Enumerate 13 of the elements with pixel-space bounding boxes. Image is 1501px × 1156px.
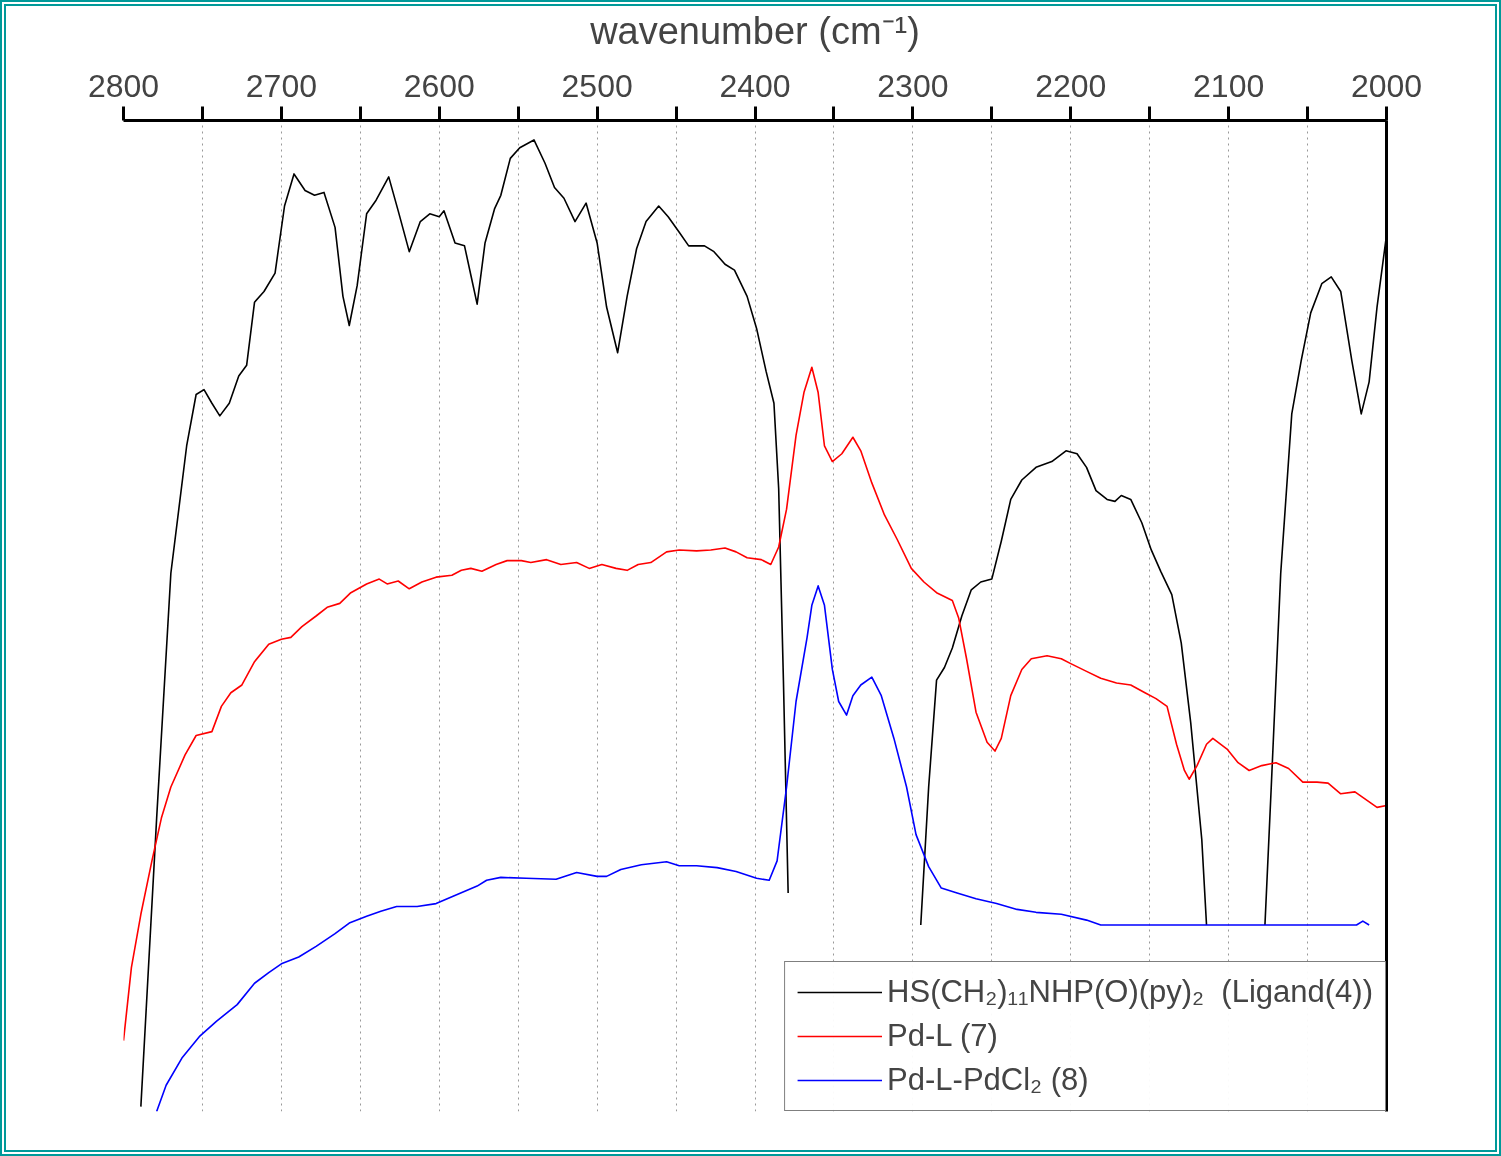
x-tick-label: 2800 <box>87 67 160 104</box>
x-tick-label: 2700 <box>245 67 317 104</box>
x-tick-label: 2300 <box>877 67 949 104</box>
x-tick-label: 2400 <box>719 67 791 104</box>
x-axis-title: wavenumber (cm⁻¹) <box>589 9 920 52</box>
x-tick-label: 2500 <box>561 67 633 104</box>
legend-label: HS(CH₂)₁₁NHP(O)(py)₂ (Ligand(4)) <box>887 974 1373 1010</box>
x-tick-label: 2100 <box>1193 67 1265 104</box>
legend-label: Pd-L (7) <box>887 1018 998 1054</box>
x-tick-label: 2600 <box>403 67 475 104</box>
x-tick-label: 2200 <box>1035 67 1107 104</box>
legend-label: Pd-L-PdCl₂ (8) <box>887 1062 1089 1098</box>
x-tick-label: 2000 <box>1350 67 1423 104</box>
